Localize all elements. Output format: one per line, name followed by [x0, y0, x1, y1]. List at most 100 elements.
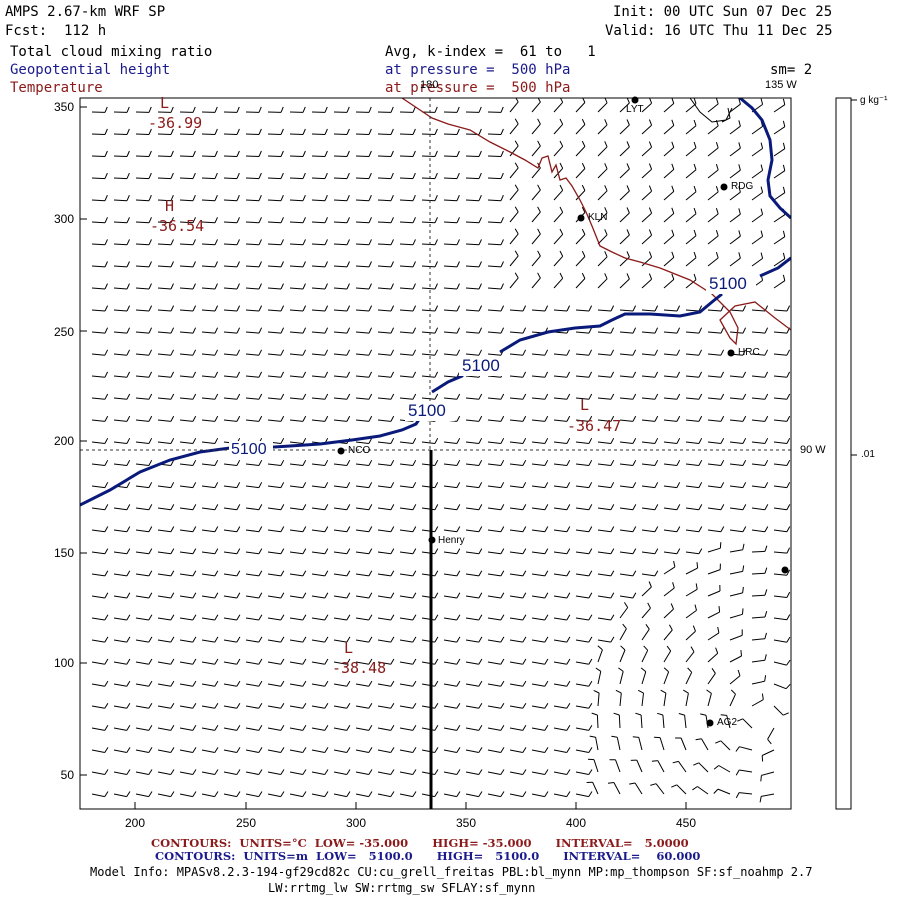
- wind-barb-shaft: [91, 705, 105, 709]
- x-tick-label: 300: [345, 816, 367, 830]
- wind-barb-shaft: [135, 485, 149, 489]
- wind-barb-flag: [434, 791, 439, 797]
- wind-barb-flag: [280, 371, 285, 378]
- wind-barb-shaft: [135, 309, 150, 312]
- wind-barb-shaft: [487, 595, 501, 599]
- wind-barb-flag: [648, 141, 653, 148]
- wind-barb-shaft: [399, 639, 413, 643]
- wind-barb-flag: [522, 305, 527, 312]
- wind-barb-shaft: [509, 771, 523, 775]
- wind-barb-shaft: [421, 595, 435, 599]
- extremum-type: L: [160, 94, 170, 112]
- wind-barb-shaft: [355, 749, 369, 753]
- wind-barb-shaft: [465, 749, 479, 753]
- wind-barb-shaft: [597, 309, 612, 312]
- wind-barb-flag: [522, 570, 527, 577]
- wind-barb-flag: [610, 393, 615, 400]
- wind-barb-shaft: [179, 133, 194, 135]
- wind-barb-flag: [478, 747, 483, 753]
- wind-barb-flag: [258, 658, 263, 665]
- wind-barb-flag: [346, 371, 351, 378]
- wind-barb-shaft: [685, 309, 700, 312]
- wind-barb-shaft: [333, 419, 347, 422]
- wind-barb-flag: [566, 791, 571, 797]
- wind-barb-flag: [104, 283, 108, 290]
- wind-barb-shaft: [575, 595, 589, 599]
- wind-barb-flag: [604, 229, 608, 235]
- wind-barb-shaft: [619, 102, 630, 113]
- wind-barb-shaft: [575, 190, 586, 201]
- wind-barb-shaft: [267, 419, 281, 422]
- wind-barb-flag: [566, 680, 571, 687]
- wind-barb-flag: [412, 482, 417, 488]
- wind-barb-flag: [559, 98, 564, 103]
- wind-barb-shaft: [663, 551, 677, 555]
- wind-barb-shaft: [531, 595, 545, 599]
- wind-barb-flag: [148, 614, 153, 621]
- wind-barb-shaft: [245, 727, 259, 731]
- wind-barb-flag: [390, 150, 394, 157]
- wind-barb-shaft: [531, 485, 545, 489]
- wind-barb-shaft: [157, 309, 172, 312]
- wind-barb-shaft: [751, 309, 766, 312]
- wind-barb-shaft: [685, 551, 699, 555]
- wind-barb-flag: [390, 106, 394, 113]
- wind-barb-flag: [632, 570, 637, 577]
- wind-barb-shaft: [729, 125, 741, 135]
- wind-barb-shaft: [718, 765, 731, 773]
- wind-barb-flag: [368, 195, 372, 201]
- wind-barb-shaft: [487, 683, 501, 687]
- wind-barb-flag: [236, 658, 241, 665]
- wind-barb-flag: [126, 217, 130, 224]
- wind-barb-shaft: [509, 595, 523, 599]
- wind-barb-shaft: [751, 616, 766, 619]
- wind-barb-flag: [368, 371, 373, 378]
- wind-barb-flag: [742, 482, 747, 488]
- wind-barb-flag: [610, 614, 615, 621]
- wind-barb-flag: [537, 140, 541, 147]
- wind-barb-shaft: [751, 507, 765, 511]
- wind-barb-shaft: [201, 397, 215, 400]
- wind-barb-shaft: [377, 155, 392, 157]
- wind-barb-flag: [236, 261, 240, 268]
- wind-barb-shaft: [289, 529, 303, 533]
- wind-barb-shaft: [223, 221, 238, 224]
- wind-barb-flag: [258, 570, 263, 577]
- wind-barb-flag: [500, 239, 504, 246]
- wind-barb-flag: [764, 504, 769, 510]
- wind-barb-shaft: [773, 170, 786, 179]
- wind-barb-shaft: [619, 595, 633, 599]
- wind-barb-shaft: [113, 617, 127, 621]
- wind-barb-flag: [618, 667, 624, 672]
- wind-barb-shaft: [641, 212, 652, 223]
- wind-barb-shaft: [443, 155, 458, 157]
- wind-barb-flag: [214, 680, 219, 687]
- wind-barb-shaft: [399, 441, 413, 444]
- wind-barb-flag: [104, 239, 108, 246]
- wind-barb-flag: [104, 680, 109, 687]
- wind-barb-shaft: [663, 169, 675, 179]
- wind-barb-flag: [654, 327, 659, 334]
- wind-barb-shaft: [201, 353, 215, 356]
- footer-model-info-2: LW:rrtmg_lw SW:rrtmg_sw SFLAY:sf_mynn: [268, 881, 536, 895]
- wind-barb-flag: [148, 658, 153, 665]
- wind-barb-shaft: [135, 397, 149, 400]
- wind-barb-shaft: [641, 353, 655, 356]
- wind-barb-shaft: [597, 573, 611, 577]
- wind-barb-shaft: [179, 309, 194, 312]
- wind-barb-shaft: [597, 124, 608, 135]
- wind-barb-shaft: [157, 617, 171, 621]
- wind-barb-shaft: [179, 353, 193, 356]
- wind-barb-flag: [693, 119, 697, 126]
- wind-barb-flag: [764, 611, 768, 618]
- wind-barb-shaft: [157, 529, 171, 533]
- x-tick-label: 200: [124, 816, 146, 830]
- wind-barb-shaft: [289, 771, 303, 775]
- wind-barb-flag: [500, 261, 504, 268]
- wind-barb-shaft: [245, 485, 259, 489]
- wind-barb-flag: [610, 349, 615, 356]
- wind-barb-flag: [693, 207, 697, 214]
- wind-barb-shaft: [663, 213, 675, 223]
- wind-barb-shaft: [157, 485, 171, 489]
- wind-barb-shaft: [531, 441, 545, 444]
